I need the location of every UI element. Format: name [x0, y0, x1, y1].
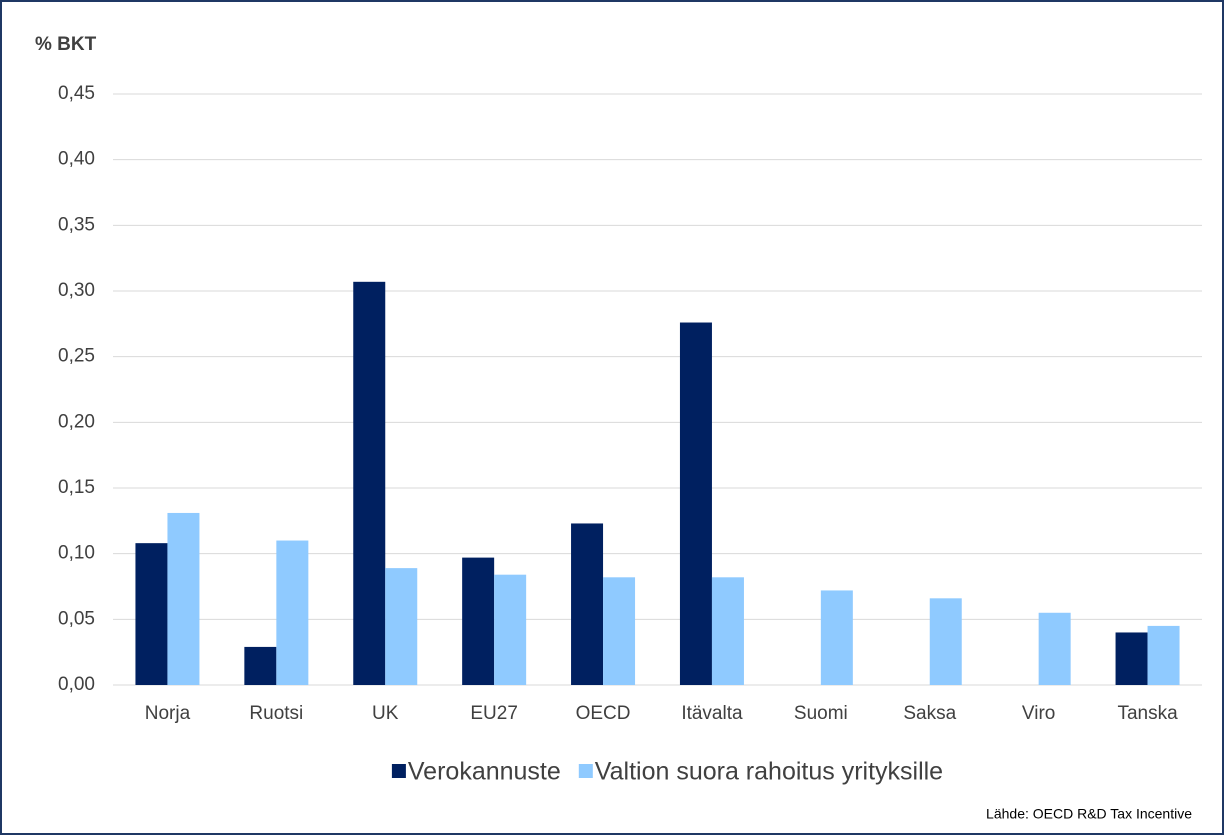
- y-tick-label: 0,30: [58, 280, 95, 301]
- y-tick-label: 0,35: [58, 214, 95, 235]
- y-tick-label: 0,40: [58, 149, 95, 170]
- bar: [353, 281, 386, 685]
- y-tick-label: 0,10: [58, 543, 95, 564]
- y-axis-label: % BKT: [35, 34, 97, 55]
- bar: [1115, 632, 1148, 685]
- bar: [167, 512, 200, 685]
- x-tick-label: Viro: [1022, 703, 1055, 724]
- x-tick-label: Ruotsi: [249, 703, 303, 724]
- y-tick-label: 0,05: [58, 608, 95, 629]
- x-tick-label: Saksa: [903, 703, 956, 724]
- y-tick-label: 0,45: [58, 83, 95, 104]
- x-tick-label: Norja: [145, 703, 191, 724]
- bar: [385, 568, 418, 685]
- bar: [244, 646, 277, 685]
- y-tick-label: 0,00: [58, 674, 95, 695]
- bar: [135, 543, 168, 685]
- x-tick-label: Itävalta: [681, 703, 743, 724]
- bar: [462, 557, 495, 685]
- x-tick-label: Tanska: [1117, 703, 1178, 724]
- x-tick-label: Suomi: [794, 703, 848, 724]
- bar: [494, 574, 527, 685]
- y-tick-label: 0,15: [58, 477, 95, 498]
- legend-swatch: [391, 764, 406, 778]
- source-note: Lähde: OECD R&D Tax Incentive: [986, 806, 1192, 822]
- bar: [276, 540, 309, 685]
- legend-label: Valtion suora rahoitus yrityksille: [595, 758, 943, 786]
- bar: [603, 577, 636, 685]
- legend-label: Verokannuste: [408, 758, 561, 786]
- x-tick-label: EU27: [470, 703, 518, 724]
- legend-swatch: [578, 764, 593, 778]
- bar: [1038, 612, 1071, 685]
- bar: [711, 577, 744, 685]
- bar: [1147, 625, 1180, 685]
- x-tick-label: OECD: [576, 703, 631, 724]
- y-tick-label: 0,20: [58, 411, 95, 432]
- y-tick-label: 0,25: [58, 346, 95, 367]
- bar: [929, 598, 962, 685]
- x-tick-label: UK: [372, 703, 399, 724]
- bar: [679, 322, 712, 685]
- bar: [820, 590, 853, 685]
- bar: [571, 523, 604, 685]
